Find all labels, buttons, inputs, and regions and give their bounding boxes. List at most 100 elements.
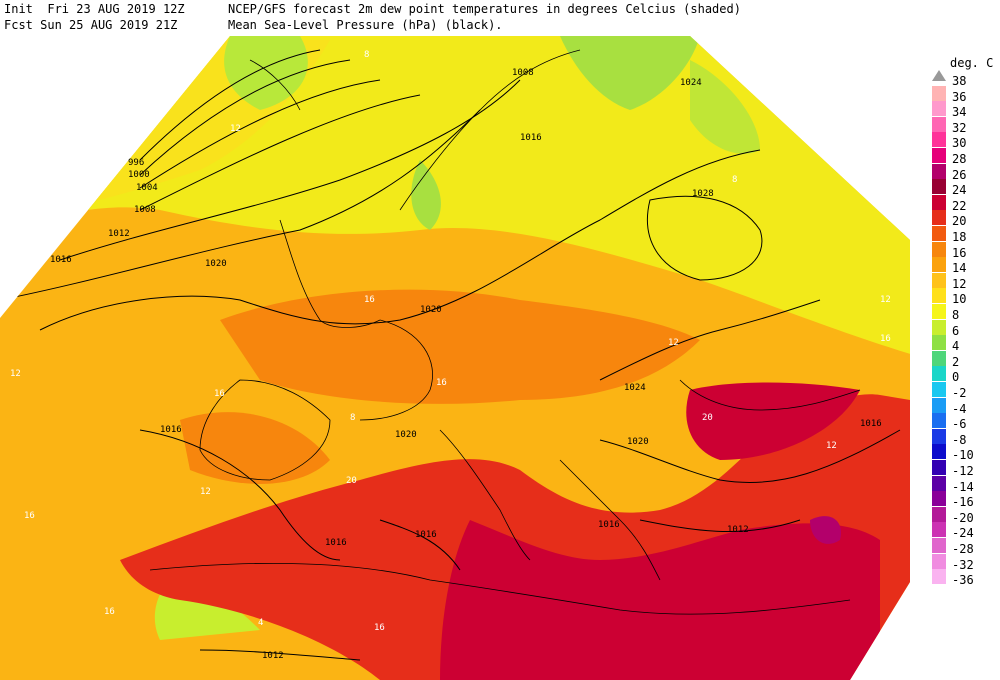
legend-swatch: [932, 413, 946, 429]
isobar-label: 1012: [108, 229, 130, 239]
legend-label: -16: [952, 495, 974, 510]
legend-swatch: [932, 101, 946, 117]
legend-label: 2: [952, 354, 960, 369]
color-legend: deg. C 38 36 34 32 30 28 26 24 22 20 18 16 14 12 10 8 6 4…: [928, 56, 1000, 616]
init-line: Init Fri 23 AUG 2019 12Z: [4, 1, 185, 17]
legend-swatch: [932, 382, 946, 397]
dewpoint-label: 12: [230, 124, 241, 134]
isobar-label: 1016: [50, 255, 72, 265]
isobar-label: 1012: [727, 525, 749, 535]
isobar-label: 1024: [680, 78, 702, 88]
fcst-line: Fcst Sun 25 AUG 2019 21Z: [4, 17, 177, 33]
legend-label: -12: [952, 464, 974, 478]
isobar-label: 1012: [262, 651, 284, 661]
legend-label: 16: [952, 245, 967, 260]
legend-swatch: [932, 257, 946, 273]
isobar-label: 996: [128, 158, 144, 168]
crimson-east-med-region: [440, 520, 880, 680]
isobar-label: 1028: [692, 189, 714, 199]
dewpoint-label: 4: [258, 618, 263, 628]
legend-swatch: [932, 366, 946, 382]
isobar-label: 1016: [325, 538, 347, 548]
legend-label: -28: [952, 542, 974, 556]
legend-swatch: [932, 475, 946, 491]
legend-swatch: [932, 288, 946, 304]
legend-label: 28: [952, 152, 967, 166]
legend-swatch: [932, 272, 946, 288]
dewpoint-label: 16: [104, 607, 115, 617]
legend-swatch: [932, 163, 946, 179]
legend-max-arrow-icon: [932, 70, 946, 81]
legend-label: 24: [952, 183, 967, 198]
isobar-label: 1000: [128, 170, 150, 180]
init-label: Init: [4, 2, 33, 16]
legend-label: -14: [952, 479, 974, 494]
legend-swatch: [932, 522, 946, 538]
legend-swatch: [932, 506, 946, 522]
isobar-label: 1008: [134, 205, 156, 215]
green-russia-region: [690, 60, 760, 154]
legend-swatch: [932, 116, 946, 132]
orange-central-region: [220, 289, 700, 404]
isobar-label: 1008: [512, 68, 534, 78]
legend-swatch: [932, 226, 946, 241]
legend-label: -2: [952, 386, 967, 400]
legend-label: 32: [952, 120, 967, 135]
legend-swatch: [932, 194, 946, 210]
dewpoint-label: 12: [826, 441, 837, 451]
fcst-label: Fcst: [4, 18, 33, 32]
green-iceland-region: [224, 36, 308, 110]
legend-swatch: [932, 350, 946, 366]
isobars: [0, 49, 901, 661]
dewpoint-label: 12: [10, 369, 21, 379]
legend-label: 0: [952, 370, 960, 385]
legend-label: 20: [952, 214, 967, 229]
isobar-labels: 996 1000 1004 1008 1012 1016 1020 1024 1…: [50, 68, 882, 661]
map-header: Init Fri 23 AUG 2019 12Z Fcst Sun 25 AUG…: [0, 0, 930, 36]
legend-label: 10: [952, 292, 967, 307]
dewpoint-label: 16: [214, 389, 225, 399]
legend-swatch: [932, 241, 946, 257]
legend-swatch: [932, 444, 946, 460]
isobar-label: 1004: [136, 183, 158, 193]
legend-label: -6: [952, 417, 967, 432]
dewpoint-label: 8: [732, 175, 737, 185]
fcst-time: Sun 25 AUG 2019 21Z: [40, 18, 178, 32]
legend-label: 38: [952, 74, 967, 88]
coastlines: [149, 49, 861, 615]
dewpoint-label: 12: [880, 295, 891, 305]
legend-label: 14: [952, 261, 967, 276]
legend-swatch: [932, 538, 946, 553]
dewpoint-label: 16: [436, 378, 447, 388]
legend-label: -20: [952, 510, 974, 525]
green-arctic-region: [560, 36, 700, 110]
legend-label: 22: [952, 198, 967, 213]
legend-label: 6: [952, 323, 960, 338]
dewpoint-label: 16: [364, 295, 375, 305]
legend-unit: deg. C: [950, 56, 994, 70]
green-norway-region: [411, 160, 441, 230]
isobar-label: 1016: [160, 425, 182, 435]
legend-label: 8: [952, 308, 960, 322]
isobar-label: 1016: [860, 419, 882, 429]
dewpoint-label: 16: [374, 623, 385, 633]
legend-swatch: [932, 179, 946, 195]
legend-swatch: [932, 491, 946, 507]
legend-swatch: [932, 335, 946, 351]
legend-label: -4: [952, 401, 967, 416]
init-time: Fri 23 AUG 2019 12Z: [47, 2, 185, 16]
legend-label: 34: [952, 105, 967, 120]
legend-swatch: [932, 397, 946, 413]
legend-label: 4: [952, 339, 960, 354]
legend-label: 30: [952, 136, 967, 151]
dewpoint-label: 8: [350, 413, 355, 423]
legend-swatch: [932, 460, 946, 475]
product-title: NCEP/GFS forecast 2m dew point temperatu…: [228, 2, 741, 16]
isobar-label: 1020: [627, 437, 649, 447]
dewpoint-label: 20: [702, 413, 713, 423]
isobar-label: 1016: [598, 520, 620, 530]
isobar-label: 1020: [395, 430, 417, 440]
dewpoint-label: 20: [346, 476, 357, 486]
legend-swatch: [932, 319, 946, 335]
dewpoint-label: 12: [668, 338, 679, 348]
